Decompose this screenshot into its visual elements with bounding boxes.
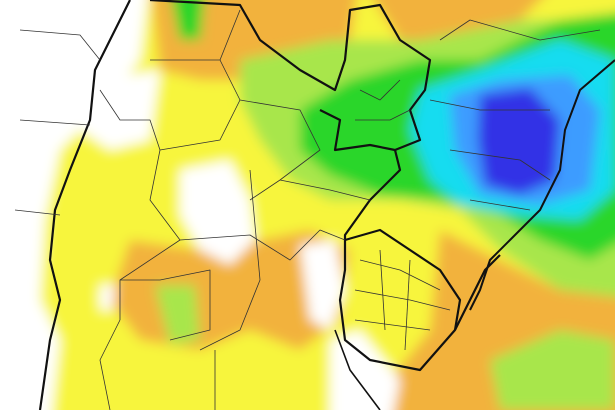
green-spot-north	[172, 0, 204, 40]
province-borders	[14, 9, 601, 410]
white-spot-west	[100, 285, 115, 310]
country-border-bolivia-paraguay	[149, 0, 432, 152]
country-border-uruguay	[344, 228, 462, 331]
light-green-spot-south	[155, 285, 200, 345]
white-area-west	[0, 0, 148, 410]
political-borders	[14, 0, 615, 410]
white-blob-river	[300, 240, 345, 330]
coastline-brazil	[469, 59, 615, 311]
white-area-south	[330, 330, 400, 410]
coastline-plata	[334, 329, 381, 410]
orange-area-northeast	[373, 0, 540, 50]
light-green-area-southeast	[490, 330, 615, 410]
dark-blue-area	[478, 88, 560, 195]
country-border-chile-argentina	[38, 0, 131, 410]
